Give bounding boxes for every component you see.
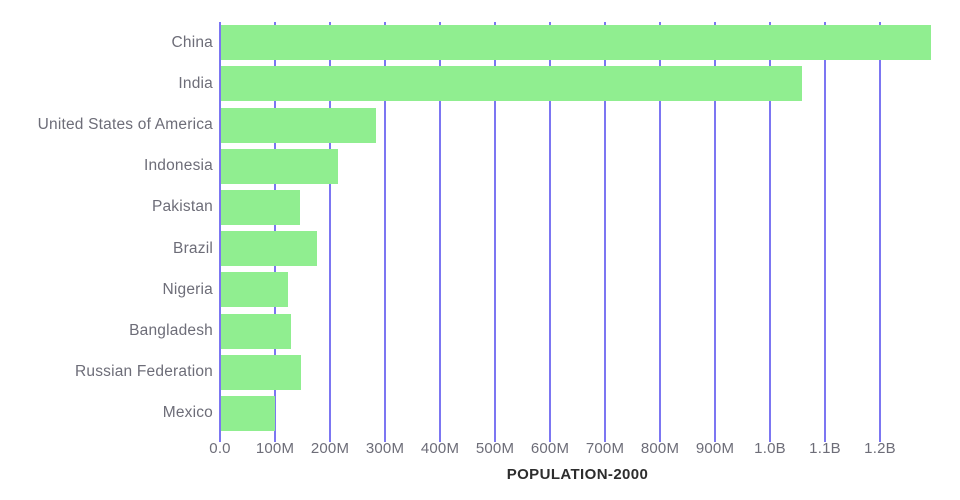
gridline <box>329 22 331 442</box>
gridline <box>604 22 606 442</box>
gridline <box>714 22 716 442</box>
x-axis-tick-label: 200M <box>310 440 350 457</box>
x-axis-tick-label: 1.2B <box>864 440 896 457</box>
y-axis-label: Mexico <box>162 404 213 422</box>
y-axis-label: India <box>178 74 213 92</box>
y-axis-label: Indonesia <box>143 157 213 175</box>
y-axis-label: Nigeria <box>162 280 213 298</box>
gridline <box>549 22 551 442</box>
x-axis-tick-label: 800M <box>640 440 680 457</box>
y-axis-label: Russian Federation <box>74 363 213 381</box>
x-axis-tick-label: 100M <box>255 440 295 457</box>
y-axis-label: Pakistan <box>151 198 213 216</box>
x-axis-tick-label: 700M <box>585 440 625 457</box>
x-axis-tick-label: 0.0 <box>209 440 231 457</box>
y-axis-label: China <box>171 33 213 51</box>
x-axis-tick-label: 1.0B <box>754 440 786 457</box>
bar <box>221 231 317 267</box>
x-axis-title: POPULATION-2000 <box>506 466 649 483</box>
bar <box>221 313 291 349</box>
gridline <box>384 22 386 442</box>
bar <box>221 148 338 184</box>
gridline <box>879 22 881 442</box>
gridline <box>769 22 771 442</box>
y-axis-label: United States of America <box>37 116 213 133</box>
y-axis-label: Brazil <box>173 239 213 257</box>
bar <box>221 25 931 61</box>
x-axis-tick-label: 900M <box>695 440 735 457</box>
x-axis-tick-label: 300M <box>365 440 405 457</box>
plot-area <box>219 22 935 442</box>
gridline <box>219 22 221 442</box>
x-axis-tick-label: 500M <box>475 440 515 457</box>
bar <box>221 272 288 308</box>
x-axis-tick-label: 600M <box>530 440 570 457</box>
bar <box>221 107 376 143</box>
x-axis-tick-label: 1.1B <box>809 440 841 457</box>
bar <box>221 395 275 431</box>
gridline <box>824 22 826 442</box>
bar <box>221 66 802 102</box>
y-axis-label: Bangladesh <box>129 322 213 339</box>
gridline <box>494 22 496 442</box>
gridline <box>659 22 661 442</box>
gridline <box>439 22 441 442</box>
bar <box>221 354 301 390</box>
bar <box>221 189 300 225</box>
x-axis-tick-label: 400M <box>420 440 460 457</box>
